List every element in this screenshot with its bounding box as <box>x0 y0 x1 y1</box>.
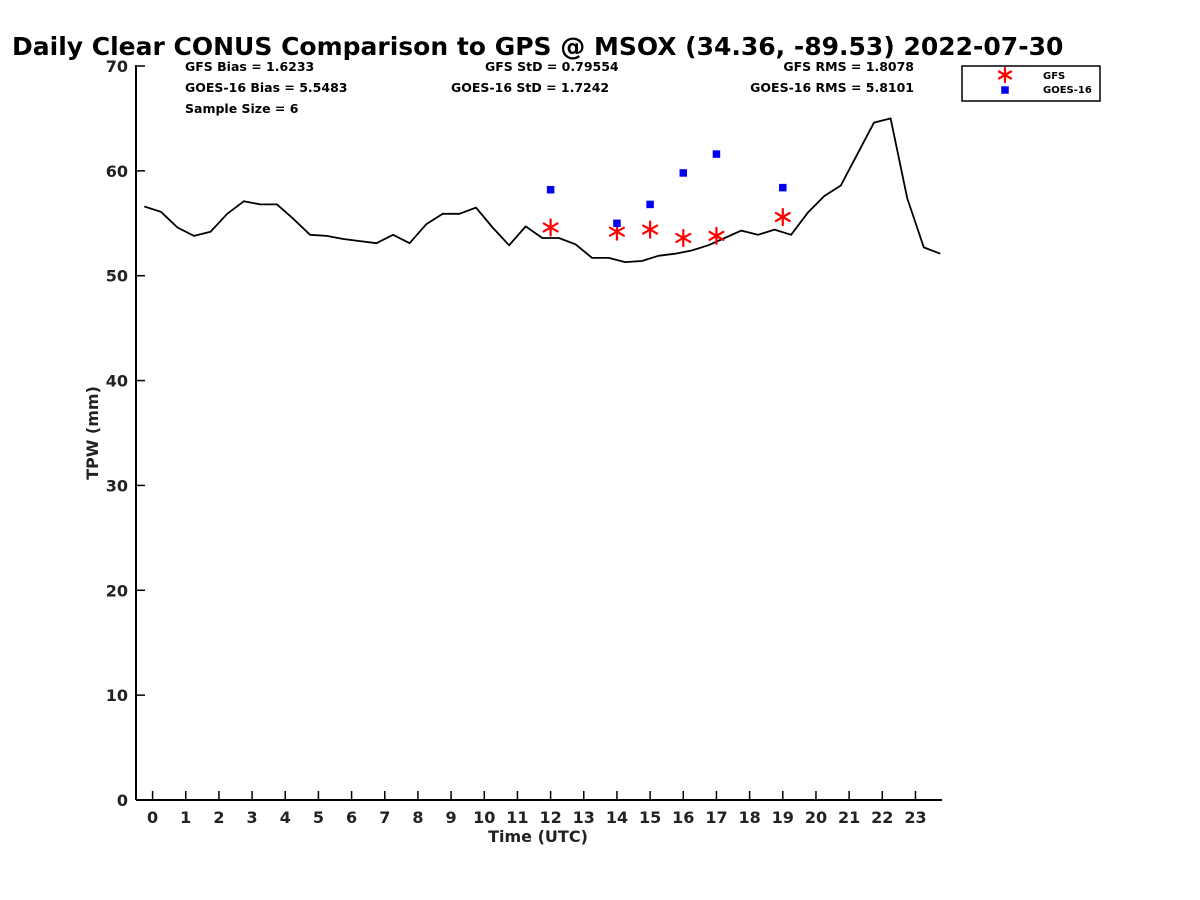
gfs-point <box>708 226 725 245</box>
x-tick-label: 16 <box>672 808 694 827</box>
gfs-std-stat: GFS StD = 0.79554 <box>485 59 619 74</box>
x-tick-label: 15 <box>639 808 661 827</box>
y-tick-label: 50 <box>106 267 128 286</box>
gfs-point <box>774 207 791 227</box>
x-tick-label: 10 <box>473 808 495 827</box>
y-tick-label: 20 <box>106 581 128 600</box>
legend-gfs-label: GFS <box>1043 71 1065 82</box>
gfs-rms-stat: GFS RMS = 1.8078 <box>783 59 914 74</box>
x-tick-label: 8 <box>412 808 423 827</box>
goes-std-stat: GOES-16 StD = 1.7242 <box>451 80 609 95</box>
y-tick-label: 0 <box>117 791 128 810</box>
x-tick-label: 2 <box>213 808 224 827</box>
y-tick-label: 40 <box>106 372 128 391</box>
x-tick-label: 4 <box>280 808 291 827</box>
x-tick-label: 1 <box>180 808 191 827</box>
goes-bias-stat: GOES-16 Bias = 5.5483 <box>185 80 347 95</box>
legend: GFS GOES-16 <box>961 65 1101 102</box>
x-tick-label: 12 <box>539 808 561 827</box>
chart-title: Daily Clear CONUS Comparison to GPS @ MS… <box>12 32 1063 61</box>
x-tick-label: 18 <box>738 808 760 827</box>
goes16-point <box>546 185 555 194</box>
x-tick-label: 23 <box>904 808 926 827</box>
goes16-point <box>679 169 688 177</box>
x-tick-label: 3 <box>247 808 258 827</box>
legend-goes-marker <box>1001 86 1009 94</box>
goes-rms-stat: GOES-16 RMS = 5.8101 <box>750 80 914 95</box>
x-tick-label: 14 <box>606 808 628 827</box>
goes16-point <box>712 150 721 158</box>
x-tick-label: 22 <box>871 808 893 827</box>
gps-series-line <box>144 117 941 264</box>
x-tick-label: 6 <box>346 808 357 827</box>
x-tick-label: 9 <box>446 808 457 827</box>
x-tick-label: 21 <box>838 808 860 827</box>
legend-goes-label: GOES-16 <box>1043 85 1092 96</box>
gfs-point <box>642 220 659 239</box>
stats-block: GFS Bias = 1.6233 GOES-16 Bias = 5.5483 … <box>185 59 914 116</box>
y-tick-label: 70 <box>106 57 128 76</box>
goes16-point <box>613 219 621 228</box>
series-layer <box>144 117 941 264</box>
x-tick-label: 17 <box>705 808 727 827</box>
x-tick-label: 19 <box>772 808 794 827</box>
x-tick-label: 5 <box>313 808 324 827</box>
sample-size-stat: Sample Size = 6 <box>185 101 299 116</box>
legend-goes-square <box>1001 86 1009 94</box>
legend-gfs-asterisk <box>997 66 1013 84</box>
legend-gfs-marker <box>997 66 1013 84</box>
gfs-point <box>542 218 559 237</box>
x-tick-label: 0 <box>147 808 158 827</box>
gfs-bias-stat: GFS Bias = 1.6233 <box>185 59 314 74</box>
x-tick-label: 7 <box>379 808 390 827</box>
y-axis-label: TPW (mm) <box>83 386 102 480</box>
goes16-point <box>779 183 787 192</box>
x-tick-label: 20 <box>805 808 827 827</box>
x-tick-label: 11 <box>506 808 528 827</box>
y-tick-label: 30 <box>106 476 128 495</box>
legend-box <box>961 65 1101 102</box>
y-tick-label: 60 <box>106 162 128 181</box>
y-tick-label: 10 <box>106 686 128 705</box>
gfs-point <box>675 228 692 248</box>
x-axis-label: Time (UTC) <box>488 827 588 846</box>
x-tick-label: 13 <box>573 808 595 827</box>
goes16-point <box>646 200 654 209</box>
